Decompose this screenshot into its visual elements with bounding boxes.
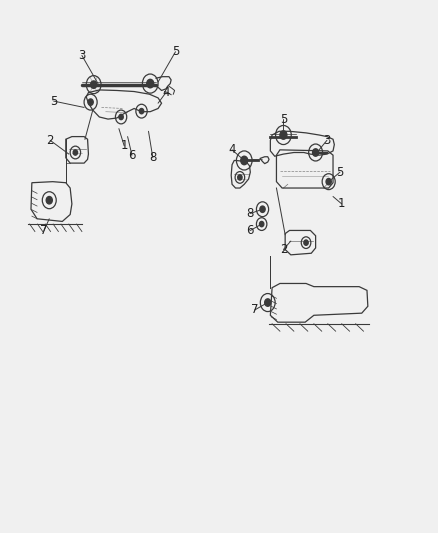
Circle shape <box>88 99 93 106</box>
Text: 1: 1 <box>120 139 128 152</box>
Circle shape <box>139 109 144 114</box>
Text: 8: 8 <box>247 207 254 220</box>
Circle shape <box>147 79 154 88</box>
Text: 5: 5 <box>336 166 344 179</box>
Text: 4: 4 <box>162 86 170 99</box>
Text: 5: 5 <box>280 112 287 126</box>
Text: 1: 1 <box>338 197 346 211</box>
Circle shape <box>265 299 271 306</box>
Text: 4: 4 <box>228 143 236 156</box>
Circle shape <box>241 156 248 165</box>
Circle shape <box>119 114 123 119</box>
Text: 2: 2 <box>46 134 54 147</box>
Circle shape <box>260 206 265 213</box>
Circle shape <box>73 150 78 155</box>
Text: 2: 2 <box>279 243 287 256</box>
Text: 7: 7 <box>40 224 48 237</box>
Circle shape <box>46 197 52 204</box>
Circle shape <box>238 175 242 180</box>
Text: 8: 8 <box>149 151 156 164</box>
Text: 3: 3 <box>78 49 85 62</box>
Circle shape <box>280 131 287 139</box>
Text: 6: 6 <box>128 149 136 161</box>
Circle shape <box>91 81 97 88</box>
Circle shape <box>313 149 319 156</box>
Circle shape <box>304 240 308 245</box>
Text: 5: 5 <box>172 45 179 58</box>
Circle shape <box>326 179 331 185</box>
Circle shape <box>259 221 264 227</box>
Text: 6: 6 <box>247 224 254 237</box>
Text: 3: 3 <box>323 134 331 147</box>
Text: 5: 5 <box>50 94 57 108</box>
Text: 7: 7 <box>251 303 258 317</box>
